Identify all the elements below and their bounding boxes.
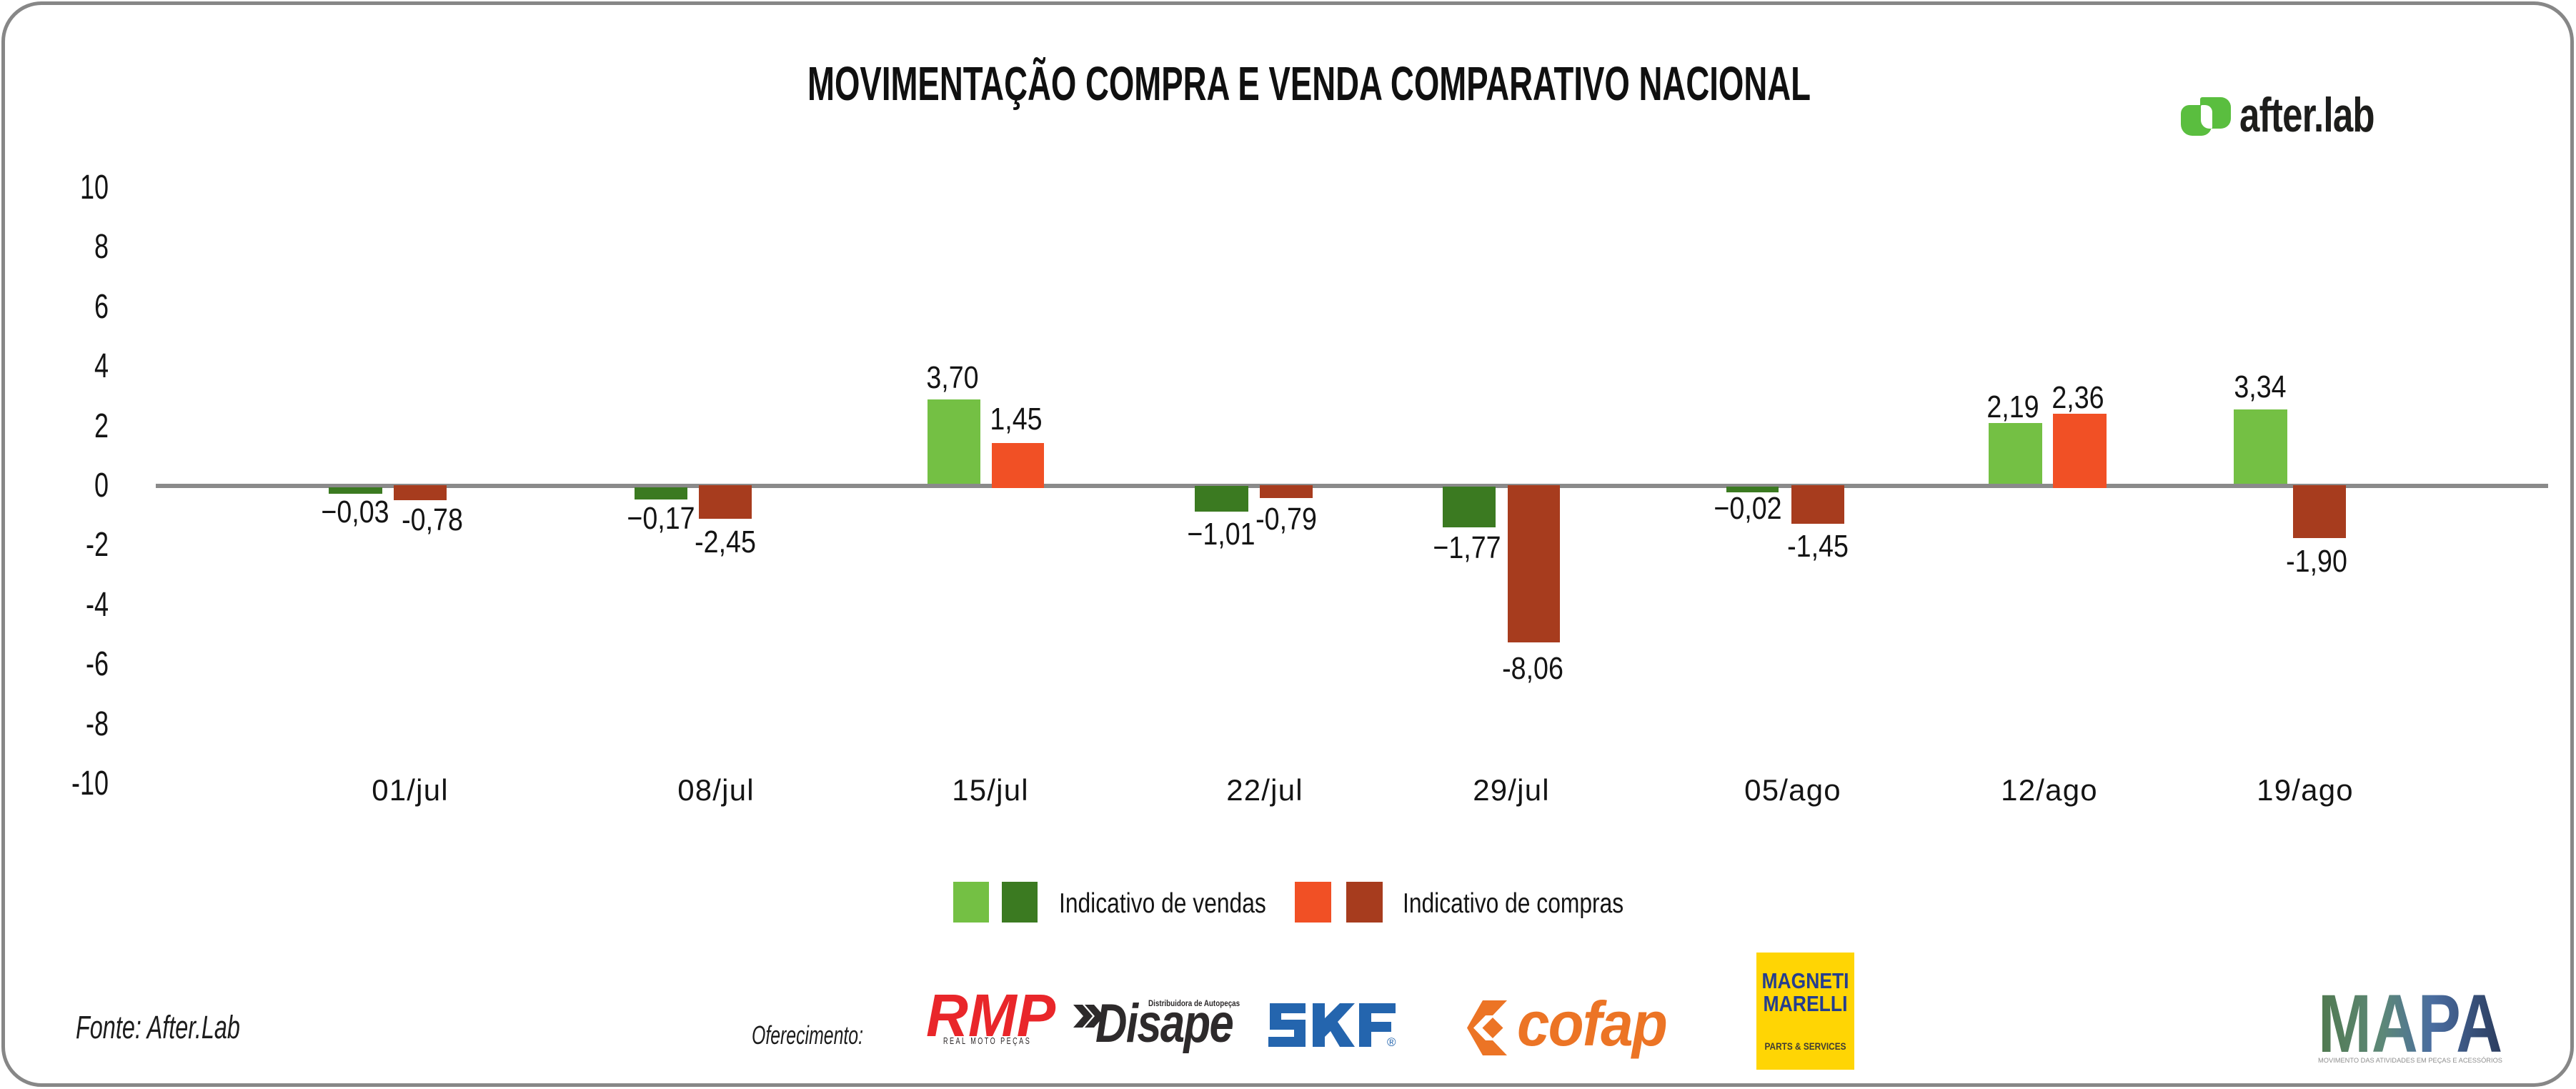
- svg-text:MAGNETI: MAGNETI: [1762, 968, 1849, 993]
- svg-text:MARELLI: MARELLI: [1764, 991, 1848, 1016]
- svg-text:PARTS & SERVICES: PARTS & SERVICES: [1765, 1041, 1846, 1052]
- svg-text:MOVIMENTO DAS ATIVIDADES EM PE: MOVIMENTO DAS ATIVIDADES EM PEÇAS E ACES…: [2318, 1057, 2502, 1065]
- svg-text:®: ®: [1387, 1035, 1396, 1048]
- svg-text:MAPA: MAPA: [2318, 985, 2502, 1067]
